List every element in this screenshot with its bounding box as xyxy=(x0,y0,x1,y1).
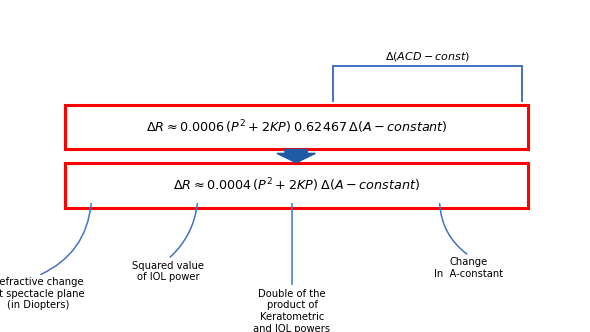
Text: Squared value
of IOL power: Squared value of IOL power xyxy=(132,261,204,282)
Text: Double of the
product of
Keratometric
and IOL powers: Double of the product of Keratometric an… xyxy=(254,289,330,332)
Text: $\Delta(ACD - const)$: $\Delta(ACD - const)$ xyxy=(385,50,470,63)
Text: $\Delta R \approx 0.0006\,(P^2 + 2KP)\;0.62467\,\Delta(A - constant)$: $\Delta R \approx 0.0006\,(P^2 + 2KP)\;0… xyxy=(146,118,447,136)
FancyBboxPatch shape xyxy=(65,105,528,149)
Text: Change
In  A-constant: Change In A-constant xyxy=(434,257,504,279)
Text: Refractive change
at spectacle plane
(in Diopters): Refractive change at spectacle plane (in… xyxy=(0,277,84,310)
Text: $\Delta R \approx 0.0004\,(P^2 + 2KP)\;\Delta(A - constant)$: $\Delta R \approx 0.0004\,(P^2 + 2KP)\;\… xyxy=(173,176,420,194)
FancyArrow shape xyxy=(277,149,315,163)
FancyBboxPatch shape xyxy=(65,163,528,208)
